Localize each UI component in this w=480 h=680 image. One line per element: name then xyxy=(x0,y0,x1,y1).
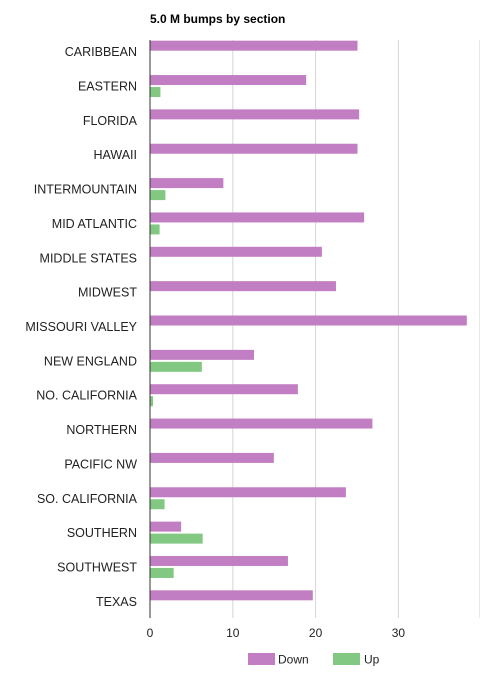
bar-up xyxy=(150,87,161,98)
bar-down xyxy=(150,349,254,360)
category-label: NORTHERN xyxy=(66,423,137,437)
category-label: NEW ENGLAND xyxy=(44,354,137,368)
legend-swatch xyxy=(333,653,360,665)
x-tick-label: 10 xyxy=(226,626,240,640)
bar-down xyxy=(150,487,346,498)
category-label: INTERMOUNTAIN xyxy=(34,183,137,197)
category-label: MID ATLANTIC xyxy=(52,217,137,231)
x-tick-label: 30 xyxy=(392,626,406,640)
category-label: NO. CALIFORNIA xyxy=(36,389,137,403)
legend-label: Up xyxy=(364,653,380,667)
bar-up xyxy=(150,361,202,372)
chart-title: 5.0 M bumps by section xyxy=(150,12,285,26)
bars xyxy=(150,40,467,601)
bar-down xyxy=(150,246,322,257)
legend: Down Up xyxy=(248,653,380,667)
category-label: MIDWEST xyxy=(78,286,137,300)
category-label: TEXAS xyxy=(96,595,137,609)
category-label: SOUTHWEST xyxy=(57,560,137,574)
legend-label: Down xyxy=(278,653,309,667)
bar-down xyxy=(150,555,288,566)
category-label: MIDDLE STATES xyxy=(40,251,137,265)
bar-up xyxy=(150,499,165,510)
bar-up xyxy=(150,567,174,578)
category-label: FLORIDA xyxy=(83,114,138,128)
category-label: MISSOURI VALLEY xyxy=(25,320,137,334)
x-tick-label: 20 xyxy=(309,626,323,640)
bar-down xyxy=(150,418,373,429)
bar-down xyxy=(150,452,274,463)
bar-up xyxy=(150,224,160,235)
category-label: SO. CALIFORNIA xyxy=(37,492,138,506)
bar-down xyxy=(150,281,336,292)
bar-down xyxy=(150,212,365,223)
bar-down xyxy=(150,109,360,120)
category-label: HAWAII xyxy=(93,148,137,162)
grid-lines xyxy=(149,40,480,618)
bar-down xyxy=(150,40,358,51)
legend-swatch xyxy=(248,653,275,665)
category-label: EASTERN xyxy=(78,80,137,94)
bar-down xyxy=(150,178,224,189)
x-tick-label: 0 xyxy=(147,626,154,640)
bar-down xyxy=(150,521,182,532)
bar-down xyxy=(150,315,467,326)
category-label: PACIFIC NW xyxy=(64,457,137,471)
bar-up xyxy=(150,396,153,407)
bar-down xyxy=(150,143,358,154)
bar-down xyxy=(150,590,313,601)
bar-up xyxy=(150,190,166,201)
category-labels: CARIBBEAN EASTERN FLORIDA HAWAII INTERMOUNTA… xyxy=(25,45,137,609)
x-axis-ticks: 0 10 20 30 xyxy=(147,626,406,640)
category-label: CARIBBEAN xyxy=(65,45,137,59)
bar-down xyxy=(150,384,298,395)
bar-down xyxy=(150,75,307,86)
category-label: SOUTHERN xyxy=(67,526,137,540)
bar-up xyxy=(150,533,203,544)
